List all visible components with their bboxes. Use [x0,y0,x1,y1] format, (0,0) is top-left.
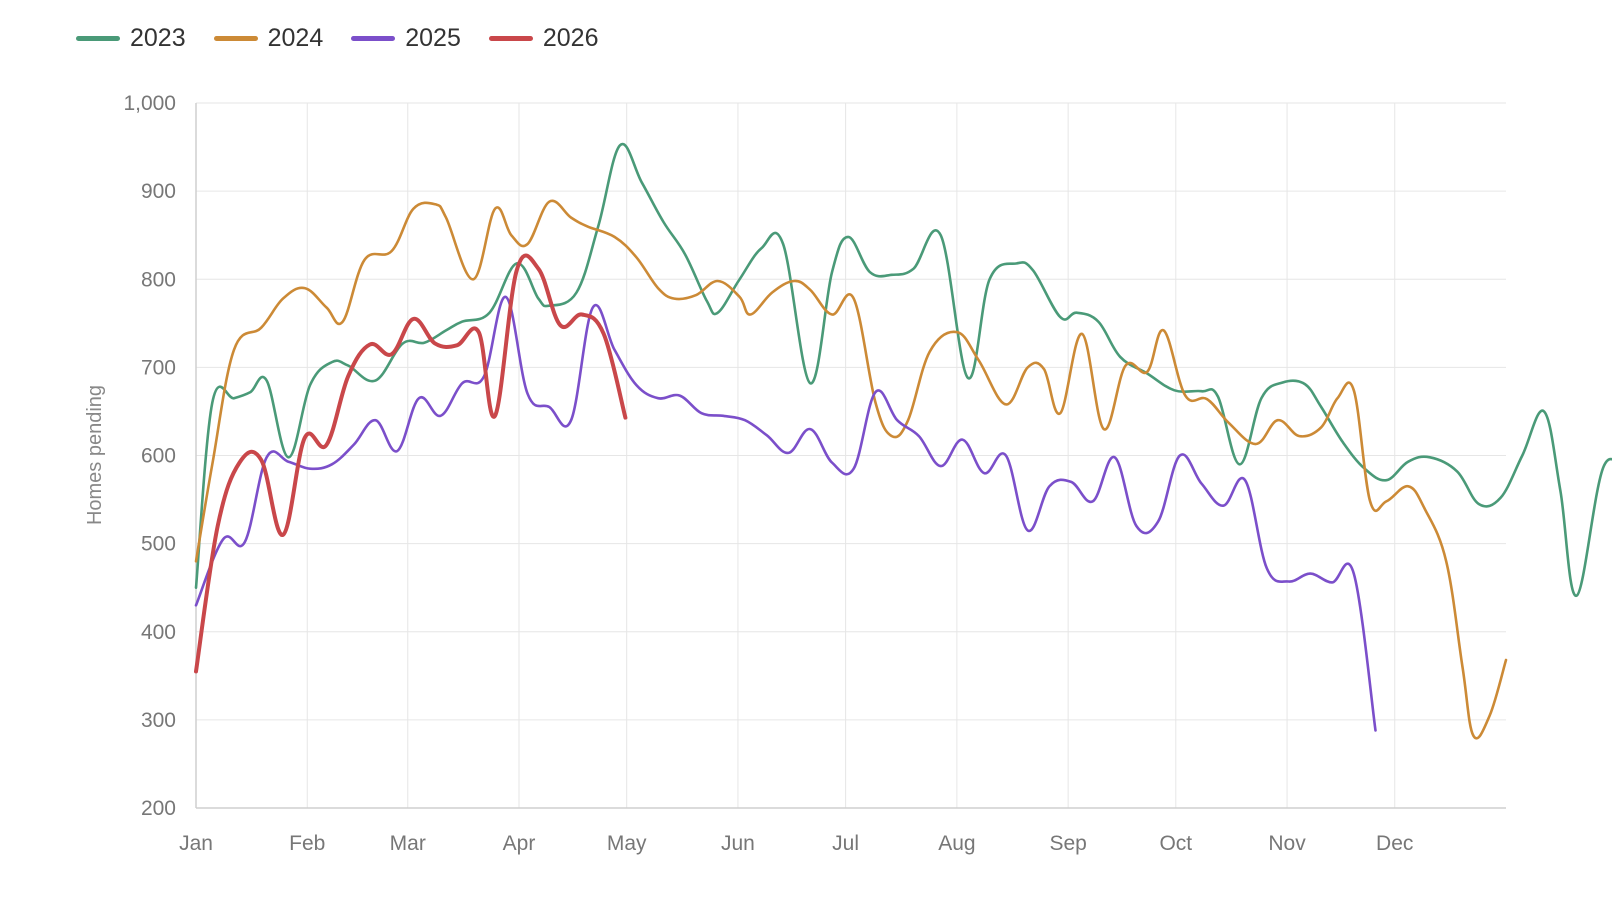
x-tick-label: Feb [289,832,325,855]
y-tick-label: 700 [141,356,176,379]
legend-label: 2023 [130,24,186,52]
y-tick-label: 800 [141,268,176,291]
series-line-2026 [194,253,628,674]
series-line-2023 [194,142,1612,597]
x-tick-label: Oct [1159,832,1192,855]
y-tick-label: 1,000 [123,92,176,115]
legend-item-2025[interactable]: 2025 [351,24,461,53]
x-tick-labels: Jan Feb Mar Apr May Jun Jul Aug Sep Oct Nov Dec [179,832,1413,855]
legend-label: 2025 [405,24,461,52]
x-tick-label: Jun [721,832,755,855]
y-tick-label: 900 [141,180,176,203]
x-tick-label: Aug [938,832,975,855]
series-line-2024 [194,199,1508,740]
legend-swatch [76,36,120,41]
series-line-2025 [194,295,1377,732]
gridlines [195,102,1506,809]
legend-swatch [351,36,396,41]
x-tick-label: Mar [390,832,426,855]
y-tick-label: 600 [141,445,176,468]
legend: 2023 2024 2025 2026 [76,24,599,53]
legend-swatch [488,36,533,41]
x-tick-label: May [607,832,647,855]
legend-item-2024[interactable]: 2024 [213,24,324,53]
legend-label: 2026 [542,24,599,52]
x-tick-label: Dec [1376,832,1413,855]
legend-swatch [213,36,258,41]
series-lines [194,142,1612,740]
legend-item-2023[interactable]: 2023 [76,24,186,53]
y-tick-label: 500 [141,533,176,556]
x-tick-label: Apr [503,832,536,855]
x-tick-label: Jul [832,832,859,855]
x-tick-label: Nov [1268,832,1306,855]
y-axis-title: Homes pending [84,385,106,525]
x-tick-label: Sep [1049,832,1086,855]
y-tick-label: 200 [141,797,176,820]
y-tick-label: 300 [141,709,176,732]
y-tick-label: 400 [141,621,176,644]
x-tick-label: Jan [179,832,213,855]
legend-label: 2024 [267,24,324,52]
y-tick-labels: 200 300 400 500 600 700 800 900 1,000 [123,92,176,820]
legend-item-2026[interactable]: 2026 [488,24,599,53]
